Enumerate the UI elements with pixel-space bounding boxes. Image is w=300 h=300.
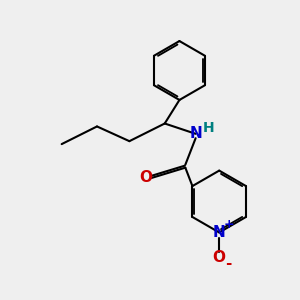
- Text: -: -: [225, 256, 231, 272]
- Text: O: O: [140, 170, 153, 185]
- Text: O: O: [213, 250, 226, 265]
- Text: N: N: [213, 225, 226, 240]
- Text: H: H: [203, 121, 215, 135]
- Text: N: N: [189, 126, 202, 141]
- Text: +: +: [223, 218, 234, 231]
